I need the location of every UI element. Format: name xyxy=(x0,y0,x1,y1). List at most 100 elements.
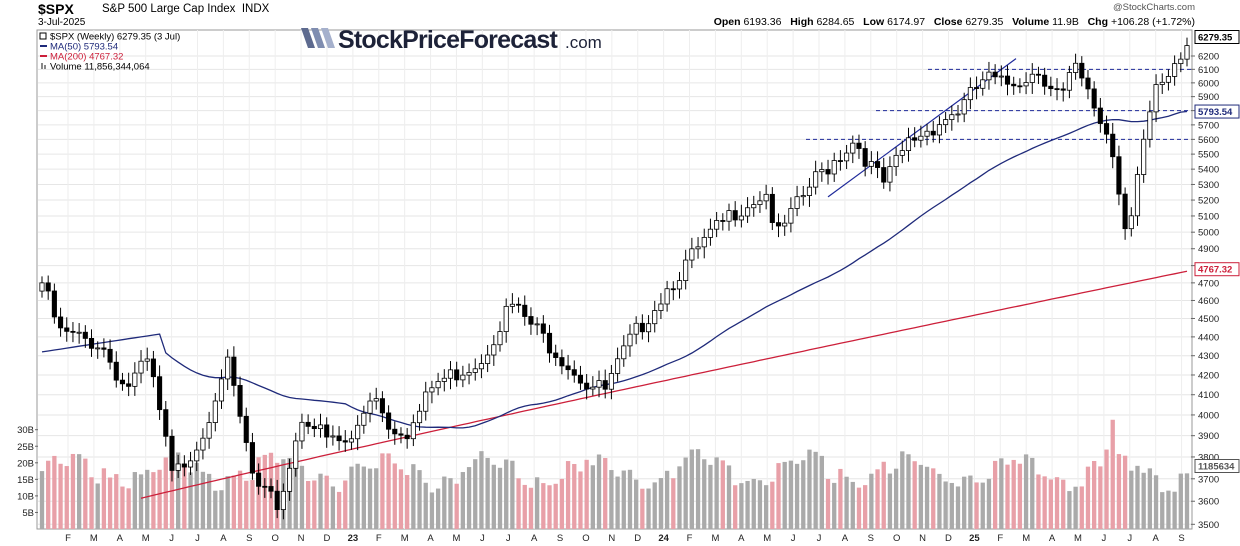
candle xyxy=(113,351,119,388)
volume-bar xyxy=(58,463,63,529)
volume-bar xyxy=(893,468,899,529)
svg-text:MA(200) 4767.32: MA(200) 4767.32 xyxy=(50,52,123,63)
candle xyxy=(447,361,454,390)
volume-bar xyxy=(1147,468,1153,529)
volume-bar xyxy=(244,480,249,529)
candle xyxy=(571,360,577,383)
price-tick: 4300 xyxy=(1198,351,1219,362)
volume-bar xyxy=(547,485,552,529)
candle xyxy=(961,92,967,123)
volume-bar xyxy=(590,465,595,529)
volume-bar xyxy=(1092,460,1097,529)
volume-bar xyxy=(497,467,503,529)
candle xyxy=(441,369,447,392)
candle xyxy=(225,349,231,390)
time-tick: A xyxy=(842,533,849,544)
candle xyxy=(280,483,286,520)
volume-bar xyxy=(460,472,466,529)
legend-volume: Volume 11,856,344,064 xyxy=(41,62,150,73)
svg-text:$SPX (Weekly) 6279.35 (3 Jul): $SPX (Weekly) 6279.35 (3 Jul) xyxy=(50,32,180,43)
volume-bar xyxy=(924,466,930,529)
candle xyxy=(373,387,379,410)
candle xyxy=(1017,78,1023,94)
volume-bar xyxy=(1184,473,1190,529)
volume-bar xyxy=(900,451,905,529)
time-tick: J xyxy=(817,533,822,544)
candle xyxy=(930,120,936,143)
candle xyxy=(249,432,255,480)
svg-text:6279.35: 6279.35 xyxy=(1198,33,1233,44)
candle xyxy=(844,144,850,170)
time-tick: S xyxy=(246,533,252,544)
volume-bar xyxy=(405,475,410,529)
svg-text:MA(50) 5793.54: MA(50) 5793.54 xyxy=(50,42,118,53)
volume-bar xyxy=(1048,479,1053,529)
volume-bar xyxy=(850,481,855,529)
volume-bar xyxy=(825,478,831,529)
candle xyxy=(862,141,868,177)
candle xyxy=(299,413,305,449)
candle xyxy=(806,177,813,207)
candle xyxy=(1048,76,1054,97)
volume-bar xyxy=(231,475,237,529)
index-name: S&P 500 Large Cap Index INDX xyxy=(102,3,270,15)
volume-bar xyxy=(1166,490,1171,529)
volume-bar xyxy=(962,476,967,529)
volume-bar xyxy=(454,483,459,529)
candle xyxy=(435,372,441,396)
volume-bar xyxy=(355,463,360,529)
time-tick: J xyxy=(1102,533,1107,544)
volume-bar xyxy=(188,472,193,529)
candle xyxy=(367,392,373,423)
volume-bar xyxy=(101,468,107,529)
candle xyxy=(485,344,491,373)
candle xyxy=(509,293,515,314)
candle xyxy=(169,429,175,482)
volume-bar xyxy=(720,460,725,529)
volume-bar xyxy=(565,461,571,529)
price-tick: 5900 xyxy=(1198,92,1219,103)
candle xyxy=(144,347,150,371)
volume-bar xyxy=(466,467,472,529)
volume-bar xyxy=(435,488,441,529)
volume-bar xyxy=(949,482,954,529)
candle xyxy=(132,362,138,396)
time-tick: A xyxy=(117,533,124,544)
volume-bar xyxy=(627,469,633,529)
price-tick: 4700 xyxy=(1198,278,1219,289)
volume-bar xyxy=(658,478,664,529)
volume-tag: 1185634 xyxy=(1194,459,1240,473)
candle xyxy=(639,314,645,340)
price-tag: 6279.35 xyxy=(1194,30,1240,44)
candle xyxy=(775,213,782,238)
volume-tick: 15B xyxy=(17,475,34,486)
candle xyxy=(200,428,206,460)
candle xyxy=(287,458,293,501)
candle xyxy=(404,428,410,449)
volume-bar xyxy=(980,482,985,529)
plot-frame xyxy=(36,29,1193,530)
candle xyxy=(472,358,478,381)
candle xyxy=(800,186,806,206)
volume-bar xyxy=(1129,470,1134,529)
volume-bar xyxy=(1042,476,1047,529)
volume-bar xyxy=(132,472,137,529)
volume-tick: 5B xyxy=(22,508,34,519)
candle xyxy=(1091,81,1097,117)
price-tick: 5200 xyxy=(1198,196,1219,207)
volume-bar xyxy=(807,449,812,529)
volume-bar xyxy=(640,488,645,529)
volume-bar xyxy=(695,449,701,529)
grid xyxy=(38,30,1191,529)
volume-bar xyxy=(1023,454,1029,529)
volume-bar xyxy=(559,478,565,529)
svg-text:4767.32: 4767.32 xyxy=(1198,265,1232,276)
volume-bar xyxy=(479,451,484,529)
time-tick: 25 xyxy=(969,533,980,544)
candle xyxy=(590,376,596,396)
volume-bar xyxy=(763,485,769,529)
candle xyxy=(949,105,955,131)
time-tick: 24 xyxy=(658,533,669,544)
logo-slashes-icon xyxy=(301,28,335,48)
price-tick: 4000 xyxy=(1198,410,1219,421)
